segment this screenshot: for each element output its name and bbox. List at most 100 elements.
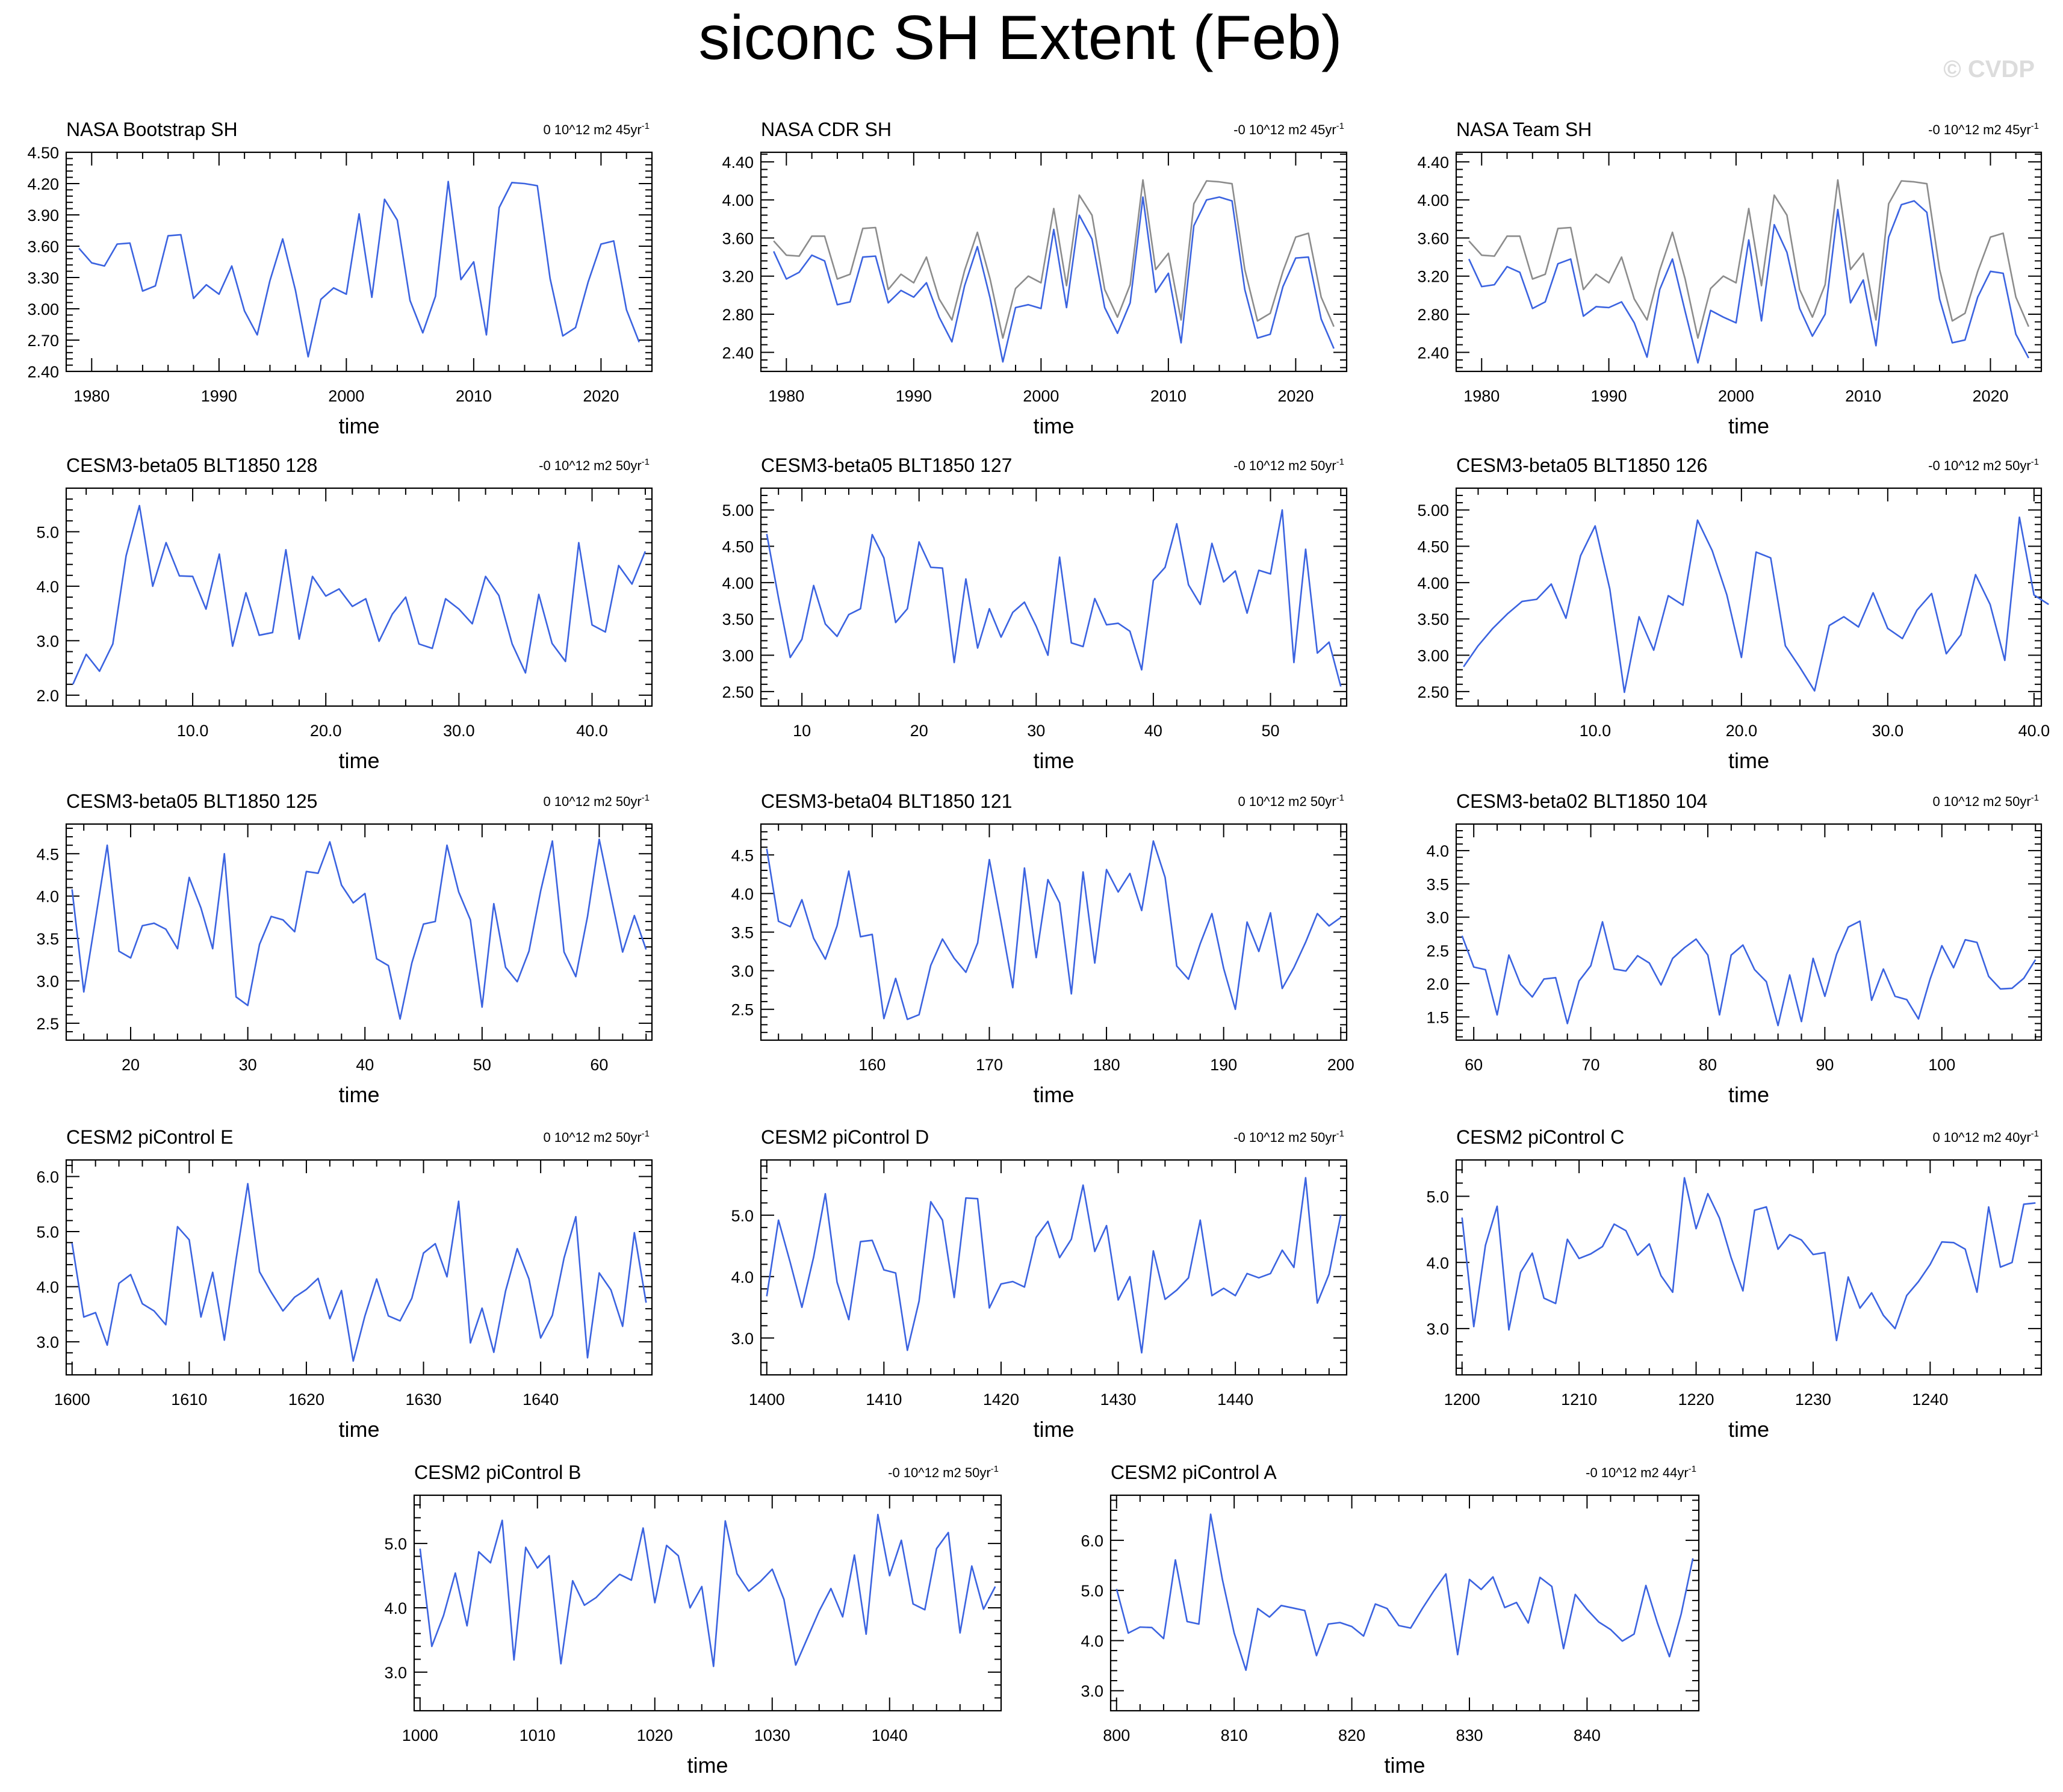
x-tick-label: 2020 (583, 387, 619, 405)
trend-label: -0 10^12 m2 50yr-1 (1928, 457, 2039, 473)
y-tick-label: 2.0 (36, 687, 59, 705)
plot-frame (1455, 487, 2043, 707)
chart-panel: 1980 1990 2000 2010 2020 2.40 2.70 3.00 3.30 3.60… (27, 119, 653, 438)
x-tick-label: 1010 (520, 1726, 556, 1744)
x-tick-label: 810 (1221, 1726, 1248, 1744)
x-tick-label: 1220 (1678, 1391, 1714, 1409)
y-tick-label: 3.0 (1426, 909, 1449, 927)
x-tick-label: 2010 (456, 387, 492, 405)
y-tick-label: 4.0 (731, 1268, 754, 1286)
x-axis-label: time (1728, 1417, 1769, 1442)
plot-frame (1109, 1494, 1700, 1712)
y-tick-label: 5.0 (36, 1223, 59, 1241)
panel-title: CESM2 piControl A (1111, 1462, 1277, 1483)
figure-title: siconc SH Extent (Feb) (698, 3, 1342, 73)
y-tick-label: 4.40 (722, 153, 754, 172)
y-tick-label: 2.0 (1426, 975, 1449, 993)
x-tick-label: 2010 (1845, 387, 1881, 405)
panel-title: CESM3-beta05 BLT1850 125 (66, 790, 317, 812)
plot-frame (760, 151, 1348, 373)
series-line (1115, 1513, 1694, 1671)
x-tick-label: 90 (1816, 1056, 1834, 1074)
y-tick-label: 2.80 (722, 306, 754, 324)
x-tick-label: 1430 (1100, 1391, 1136, 1409)
y-tick-label: 3.30 (27, 269, 59, 287)
y-tick-label: 3.60 (27, 238, 59, 256)
y-tick-label: 5.00 (1417, 501, 1449, 519)
x-tick-label: 40.0 (576, 722, 608, 740)
y-tick-label: 3.90 (27, 206, 59, 225)
chart-panel: 160 170 180 190 200 2.5 3.0 3.5 4.0 4.5 CESM3-beta… (731, 790, 1354, 1107)
x-axis-label: time (1033, 1082, 1074, 1107)
x-tick-label: 1210 (1561, 1391, 1597, 1409)
y-tick-label: 4.40 (1417, 153, 1449, 172)
y-tick-label: 5.0 (36, 523, 59, 541)
y-tick-label: 4.5 (731, 846, 754, 864)
x-tick-label: 1440 (1217, 1391, 1253, 1409)
series-line (766, 1177, 1342, 1354)
panel-title: CESM2 piControl E (66, 1126, 233, 1148)
y-tick-label: 1.5 (1426, 1008, 1449, 1026)
y-tick-label: 3.0 (1426, 1320, 1449, 1338)
x-tick-label: 1630 (405, 1391, 441, 1409)
panel-title: CESM3-beta05 BLT1850 127 (761, 454, 1012, 476)
x-tick-label: 10 (793, 722, 811, 740)
y-tick-label: 4.20 (27, 175, 59, 193)
y-tick-label: 3.0 (384, 1664, 407, 1682)
x-tick-label: 1410 (866, 1391, 902, 1409)
chart-panel: 1600 1610 1620 1630 1640 3.0 4.0 5.0 6.0 CESM2 pi… (36, 1126, 653, 1442)
series-line (766, 509, 1342, 687)
chart-panel: 1200 1210 1220 1230 1240 3.0 4.0 5.0 CESM2 piCon… (1426, 1126, 2043, 1442)
y-tick-label: 4.00 (1417, 191, 1449, 209)
x-tick-label: 10.0 (177, 722, 209, 740)
trend-label: 0 10^12 m2 50yr-1 (543, 793, 650, 809)
y-tick-label: 3.50 (1417, 610, 1449, 628)
panel-title: CESM2 piControl C (1456, 1126, 1624, 1148)
x-tick-label: 30.0 (443, 722, 475, 740)
panel-title: CESM3-beta05 BLT1850 126 (1456, 454, 1707, 476)
x-tick-label: 1640 (523, 1391, 559, 1409)
panel-title: NASA Bootstrap SH (66, 119, 238, 140)
x-tick-label: 1230 (1795, 1391, 1831, 1409)
x-tick-label: 1990 (201, 387, 237, 405)
x-axis-label: time (1728, 1082, 1769, 1107)
y-tick-label: 4.50 (1417, 538, 1449, 556)
x-tick-label: 2020 (1972, 387, 2008, 405)
y-tick-label: 4.0 (36, 578, 59, 596)
y-tick-label: 3.5 (731, 924, 754, 942)
x-tick-label: 60 (590, 1056, 608, 1074)
x-tick-label: 20.0 (310, 722, 342, 740)
y-tick-label: 2.40 (722, 344, 754, 362)
x-tick-label: 40.0 (2018, 722, 2050, 740)
chart-panel: 20 30 40 50 60 2.5 3.0 3.5 4.0 4.5 CESM3-beta05 BL… (36, 790, 653, 1107)
x-tick-label: 10.0 (1580, 722, 1612, 740)
x-tick-label: 1990 (896, 387, 932, 405)
chart-panel: 1400 1410 1420 1430 1440 3.0 4.0 5.0 CESM2 piCon… (731, 1126, 1348, 1442)
plot-frame (1455, 823, 2043, 1041)
series-line (1461, 1177, 2036, 1342)
x-tick-label: 20.0 (1726, 722, 1758, 740)
y-tick-label: 3.20 (722, 268, 754, 286)
x-tick-label: 30.0 (1872, 722, 1904, 740)
plot-frame (65, 823, 653, 1041)
plot-frame (65, 1159, 653, 1376)
y-tick-label: 2.70 (27, 332, 59, 350)
y-tick-label: 2.5 (1426, 942, 1449, 960)
panel-title: CESM3-beta02 BLT1850 104 (1456, 790, 1707, 812)
watermark-text: © CVDP (1943, 56, 2035, 82)
y-tick-label: 4.0 (384, 1599, 407, 1617)
x-tick-label: 2000 (1718, 387, 1754, 405)
y-tick-label: 4.50 (27, 144, 59, 162)
plot-frame (760, 1159, 1348, 1376)
panel-title: NASA CDR SH (761, 119, 892, 140)
plot-frame (413, 1494, 1002, 1712)
y-tick-label: 2.40 (1417, 344, 1449, 362)
y-tick-label: 4.0 (36, 1279, 59, 1297)
plot-frame (1455, 1159, 2043, 1376)
trend-label: -0 10^12 m2 45yr-1 (1233, 121, 1344, 137)
panel-title: CESM3-beta04 BLT1850 121 (761, 790, 1012, 812)
x-tick-label: 1020 (637, 1726, 673, 1744)
y-tick-label: 4.0 (1081, 1632, 1103, 1650)
y-tick-label: 3.5 (1426, 875, 1449, 893)
x-tick-label: 1200 (1444, 1391, 1480, 1409)
